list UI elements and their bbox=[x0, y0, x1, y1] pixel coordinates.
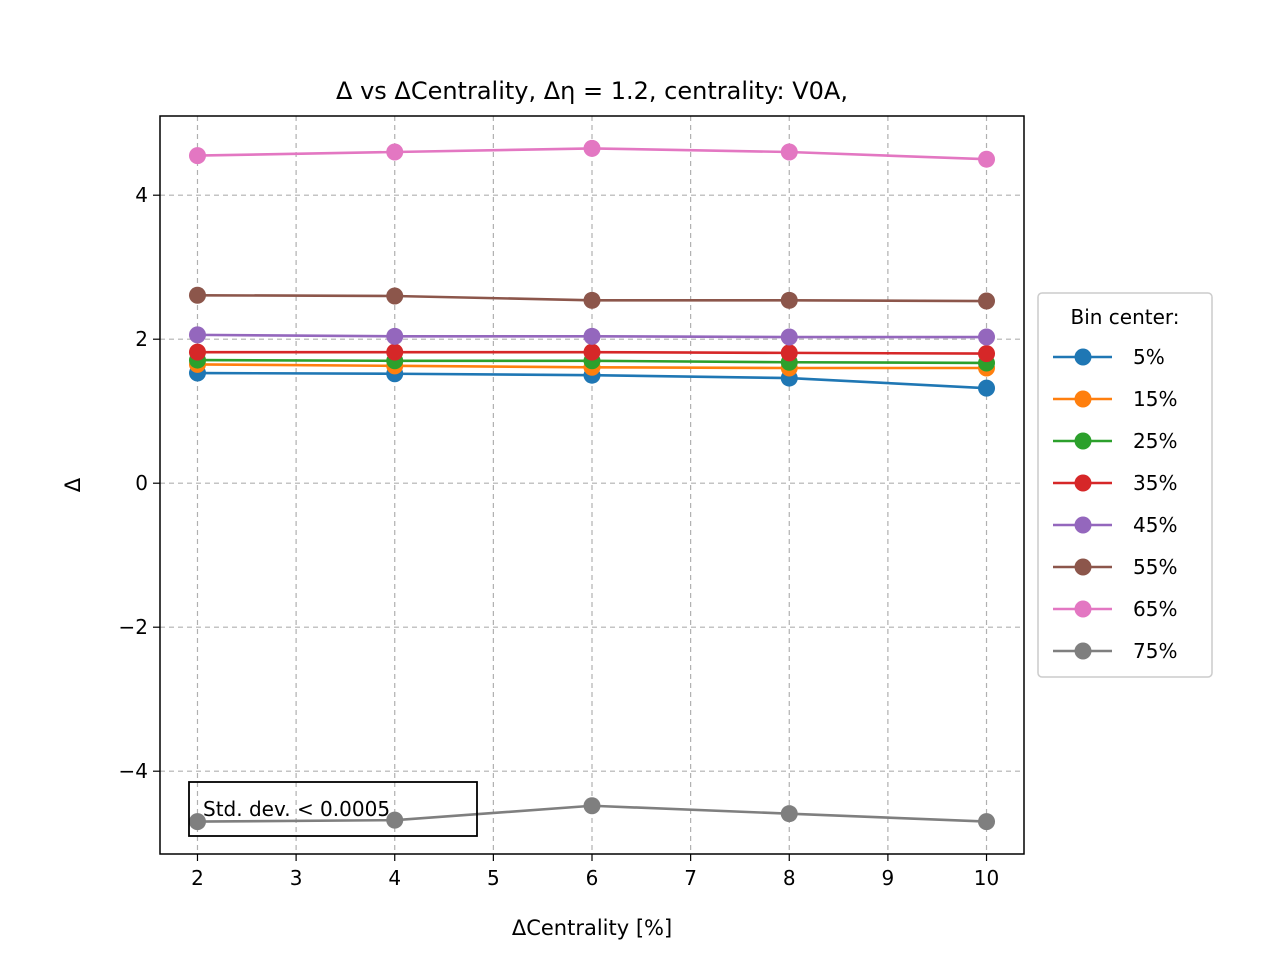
legend-item: 35% bbox=[1053, 471, 1177, 495]
data-point bbox=[978, 328, 996, 346]
data-point bbox=[583, 327, 601, 345]
legend-marker bbox=[1074, 558, 1092, 576]
legend-label: 25% bbox=[1133, 429, 1177, 453]
data-point bbox=[188, 343, 206, 361]
legend-marker bbox=[1074, 474, 1092, 492]
x-tick-label: 4 bbox=[388, 866, 401, 890]
data-point bbox=[780, 328, 798, 346]
data-point bbox=[780, 291, 798, 309]
legend-item: 25% bbox=[1053, 429, 1177, 453]
data-point bbox=[188, 286, 206, 304]
legend-marker bbox=[1074, 390, 1092, 408]
x-tick-label: 2 bbox=[191, 866, 204, 890]
x-tick-label: 8 bbox=[783, 866, 796, 890]
y-tick-label: −4 bbox=[119, 759, 148, 783]
data-point bbox=[386, 811, 404, 829]
y-axis: −4 −2 0 2 4 bbox=[119, 183, 160, 783]
series-35pct bbox=[188, 343, 996, 363]
data-point bbox=[978, 150, 996, 168]
data-point bbox=[188, 813, 206, 831]
y-axis-title: Δ bbox=[61, 477, 85, 492]
y-tick-label: 4 bbox=[135, 183, 148, 207]
data-point bbox=[978, 813, 996, 831]
series-55pct bbox=[188, 286, 996, 310]
data-point bbox=[780, 344, 798, 362]
data-point bbox=[583, 797, 601, 815]
legend-label: 75% bbox=[1133, 639, 1177, 663]
data-point bbox=[583, 139, 601, 157]
y-tick-label: −2 bbox=[119, 615, 148, 639]
legend-label: 65% bbox=[1133, 597, 1177, 621]
legend-item: 15% bbox=[1053, 387, 1177, 411]
data-point bbox=[978, 292, 996, 310]
x-tick-label: 6 bbox=[586, 866, 599, 890]
legend-item: 45% bbox=[1053, 513, 1177, 537]
data-point bbox=[386, 287, 404, 305]
series-45pct bbox=[188, 326, 996, 346]
legend-item: 65% bbox=[1053, 597, 1177, 621]
legend-item: 55% bbox=[1053, 555, 1177, 579]
legend-marker bbox=[1074, 642, 1092, 660]
legend-label: 5% bbox=[1133, 345, 1165, 369]
data-point bbox=[780, 143, 798, 161]
data-point bbox=[386, 327, 404, 345]
data-point bbox=[583, 343, 601, 361]
x-axis: 2 3 4 5 6 7 8 9 10 bbox=[191, 854, 999, 890]
series-75pct bbox=[188, 797, 996, 831]
legend-label: 35% bbox=[1133, 471, 1177, 495]
legend-marker bbox=[1074, 432, 1092, 450]
annotation-box: Std. dev. < 0.0005 bbox=[188, 781, 478, 837]
data-point bbox=[978, 379, 996, 397]
x-tick-label: 5 bbox=[487, 866, 500, 890]
legend-marker bbox=[1074, 600, 1092, 618]
x-tick-label: 9 bbox=[882, 866, 895, 890]
x-tick-label: 3 bbox=[290, 866, 303, 890]
data-point bbox=[780, 805, 798, 823]
data-point bbox=[188, 147, 206, 165]
chart-title: Δ vs ΔCentrality, Δη = 1.2, centrality: … bbox=[336, 77, 848, 105]
x-tick-label: 7 bbox=[684, 866, 697, 890]
y-tick-label: 2 bbox=[135, 327, 148, 351]
legend-label: 55% bbox=[1133, 555, 1177, 579]
legend-marker bbox=[1074, 516, 1092, 534]
data-point bbox=[978, 345, 996, 363]
x-axis-title: ΔCentrality [%] bbox=[512, 916, 672, 940]
data-point bbox=[386, 343, 404, 361]
legend-marker bbox=[1074, 348, 1092, 366]
y-tick-label: 0 bbox=[135, 471, 148, 495]
legend-item: 75% bbox=[1053, 639, 1177, 663]
annotation-text: Std. dev. < 0.0005 bbox=[203, 797, 390, 821]
legend-title: Bin center: bbox=[1070, 305, 1179, 329]
legend-label: 15% bbox=[1133, 387, 1177, 411]
data-point bbox=[188, 326, 206, 344]
x-tick-label: 10 bbox=[974, 866, 999, 890]
data-point bbox=[386, 143, 404, 161]
legend: Bin center: 5% 15% 25% 35% 45% 55% 65% 75% bbox=[1037, 292, 1213, 678]
series-layer bbox=[188, 139, 996, 831]
legend-item: 5% bbox=[1053, 345, 1165, 369]
legend-label: 45% bbox=[1133, 513, 1177, 537]
data-point bbox=[583, 291, 601, 309]
series-65pct bbox=[188, 139, 996, 168]
